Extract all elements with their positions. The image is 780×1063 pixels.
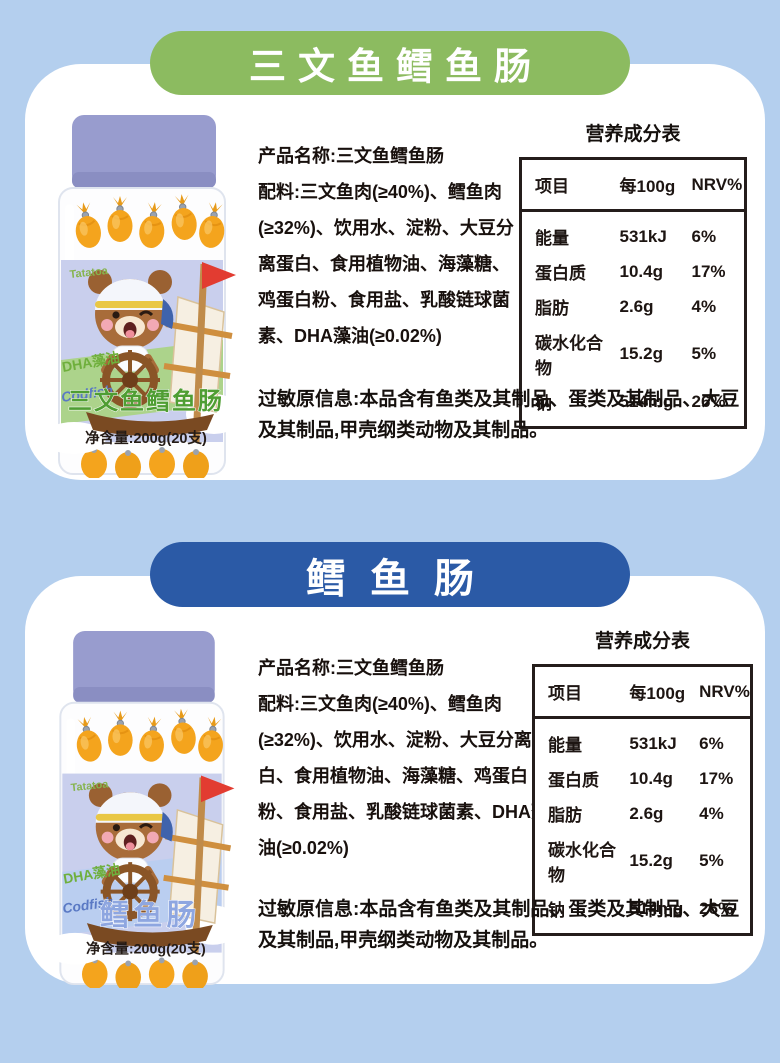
bottle-label-art: Tatatoa DHA藻油 Codfish 三文鱼鳕鱼肠 净含量:200g(20… [42, 260, 242, 454]
bottle-brand-text: Tatatoa [69, 265, 109, 281]
bottle-codfish-text: Codfish [60, 382, 114, 405]
nutrition-table: 项目 每100g NRV% 能量 531kJ 6% 蛋白质 10.4g 17% … [519, 157, 747, 429]
bottle-net-weight: 净含量:200g(20支) [86, 940, 206, 958]
section-banner-salmon-cod: 三文鱼鳕鱼肠 [150, 31, 630, 95]
product-name-line: 产品名称:三文鱼鳕鱼肠 [258, 146, 444, 166]
sausages-bottom [81, 447, 209, 478]
nutrition-cell: 4% [691, 296, 717, 316]
nutrition-title: 营养成分表 [594, 631, 690, 652]
nutrition-cell: 17% [691, 261, 726, 281]
nutrition-cell: 钠 [548, 901, 565, 920]
product-bottle-cod: Tatatoa DHA藻油 Codfish 鳕鱼肠 净含量:200g(20支) [28, 628, 254, 988]
product-bottle-salmon-cod: Tatatoa DHA藻油 Codfish 三文鱼鳕鱼肠 净含量:200g(20… [28, 112, 254, 478]
table-row: 碳水化合物 15.2g 5% [521, 324, 746, 384]
nutrition-panel: 营养成分表 项目 每100g NRV% 能量 531kJ 6% 蛋白质 10.4… [519, 119, 747, 429]
nutrition-table: 项目 每100g NRV% 能量 531kJ 6% 蛋白质 10.4g 17% … [532, 664, 753, 936]
nutrition-header-row: 项目 每100g NRV% [533, 665, 752, 719]
nutrition-header-row: 项目 每100g NRV% [520, 158, 746, 212]
nutrition-cell: 26% [699, 898, 734, 918]
bottle-illustration: Tatatoa DHA藻油 Codfish 鳕鱼肠 净含量:200g(20支) [43, 630, 241, 988]
table-row: 脂肪 2.6g 4% [521, 289, 746, 324]
allergen-text: 过敏原信息:本品含有鱼类及其制品、蛋类及其制品、大豆及其制品,甲壳纲类动物及其制… [258, 389, 740, 441]
nutrition-cell: 碳水化合物 [548, 841, 616, 885]
product-info: 产品名称:三文鱼鳕鱼肠 配料:三文鱼肉(≥40%)、鳕鱼肉(≥32%)、饮用水、… [258, 138, 516, 354]
sausages-bottom [81, 957, 208, 988]
nutrition-cell: 514mg [629, 898, 684, 918]
nutrition-col-header: 项目 [520, 158, 620, 212]
nutrition-cell: 2.6g [619, 296, 654, 316]
table-row: 钠 514mg 26% [521, 384, 746, 428]
boat-hull [86, 923, 213, 947]
allergen-text: 过敏原信息:本品含有鱼类及其制品、蛋类及其制品、大豆及其制品,甲壳纲类动物及其制… [258, 899, 740, 951]
section-banner-cod: 鳕鱼肠 [150, 542, 630, 607]
nutrition-cell: 2.6g [629, 803, 664, 823]
nutrition-cell: 碳水化合物 [535, 334, 603, 378]
flag-icon [202, 262, 236, 289]
nutrition-cell: 6% [691, 226, 717, 246]
bottle-illustration: Tatatoa DHA藻油 Codfish 三文鱼鳕鱼肠 净含量:200g(20… [42, 115, 242, 478]
table-row: 能量 531kJ 6% [521, 211, 746, 255]
nutrition-cell: 5% [699, 851, 724, 870]
bottle-net-weight: 净含量:200g(20支) [85, 429, 207, 447]
bottle-product-name: 鳕鱼肠 [100, 898, 200, 932]
banner-label: 三文鱼鳕鱼肠 [249, 46, 543, 87]
nutrition-cell: 10.4g [629, 768, 673, 788]
nutrition-cell: 26% [691, 391, 726, 411]
bear-illustration [88, 783, 173, 886]
ship-wheel-icon [100, 862, 160, 922]
table-row: 碳水化合物 15.2g 5% [534, 831, 752, 891]
nutrition-cell: 15.2g [629, 851, 673, 870]
nutrition-panel: 营养成分表 项目 每100g NRV% 能量 531kJ 6% 蛋白质 10.4… [532, 626, 753, 936]
cloud [43, 932, 107, 965]
nutrition-cell: 6% [699, 733, 724, 753]
nutrition-cell: 10.4g [619, 261, 663, 281]
table-row: 蛋白质 10.4g 17% [534, 761, 752, 796]
hat-scarf [160, 811, 173, 842]
bottle-brand-text: Tatatoa [70, 778, 110, 794]
bottle-lid [73, 630, 215, 703]
cloud [42, 422, 106, 454]
table-row: 能量 531kJ 6% [534, 718, 752, 762]
ingredients-text: 配料:三文鱼肉(≥40%)、鳕鱼肉(≥32%)、饮用水、淀粉、大豆分离蛋白、食用… [258, 694, 550, 858]
nutrition-col-header: NRV% [699, 665, 752, 719]
bottle-codfish-text: Codfish [62, 894, 115, 916]
nutrition-cell: 脂肪 [548, 806, 582, 825]
product-name-line: 产品名称:三文鱼鳕鱼肠 [258, 658, 444, 678]
nutrition-cell: 531kJ [619, 226, 667, 246]
bottle-lid [72, 115, 216, 188]
banner-label: 鳕鱼肠 [306, 556, 498, 601]
nutrition-title: 营养成分表 [585, 124, 681, 145]
table-row: 钠 514mg 26% [534, 891, 752, 935]
nutrition-cell: 蛋白质 [548, 771, 599, 790]
table-row: 脂肪 2.6g 4% [534, 796, 752, 831]
flag-icon [201, 775, 235, 803]
nutrition-cell: 脂肪 [535, 299, 569, 318]
nutrition-cell: 5% [691, 344, 717, 363]
nutrition-cell: 17% [699, 768, 734, 788]
nutrition-cell: 蛋白质 [535, 264, 586, 283]
bottle-product-name: 三文鱼鳕鱼肠 [68, 387, 224, 415]
mast [191, 777, 207, 953]
nutrition-col-header: NRV% [691, 158, 746, 212]
nutrition-cell: 4% [699, 803, 724, 823]
nutrition-col-header: 项目 [533, 665, 630, 719]
mast [192, 263, 208, 443]
table-row: 蛋白质 10.4g 17% [521, 254, 746, 289]
nutrition-col-header: 每100g [629, 665, 700, 719]
nutrition-cell: 能量 [548, 736, 582, 755]
ship-wheel-icon [100, 350, 160, 410]
hat-scarf [161, 299, 174, 329]
boat-hull [86, 412, 214, 436]
nutrition-cell: 能量 [535, 229, 569, 248]
nutrition-cell: 15.2g [619, 344, 663, 363]
bear-illustration [88, 270, 174, 374]
nutrition-cell: 531kJ [629, 733, 677, 753]
nutrition-col-header: 每100g [619, 158, 692, 212]
bottle-label-art: Tatatoa DHA藻油 Codfish 鳕鱼肠 净含量:200g(20支) [43, 773, 241, 965]
nutrition-cell: 514mg [619, 391, 674, 411]
nutrition-cell: 钠 [535, 394, 552, 413]
product-info: 产品名称:三文鱼鳕鱼肠 配料:三文鱼肉(≥40%)、鳕鱼肉(≥32%)、饮用水、… [258, 650, 556, 866]
ingredients-text: 配料:三文鱼肉(≥40%)、鳕鱼肉(≥32%)、饮用水、淀粉、大豆分离蛋白、食用… [258, 182, 514, 346]
